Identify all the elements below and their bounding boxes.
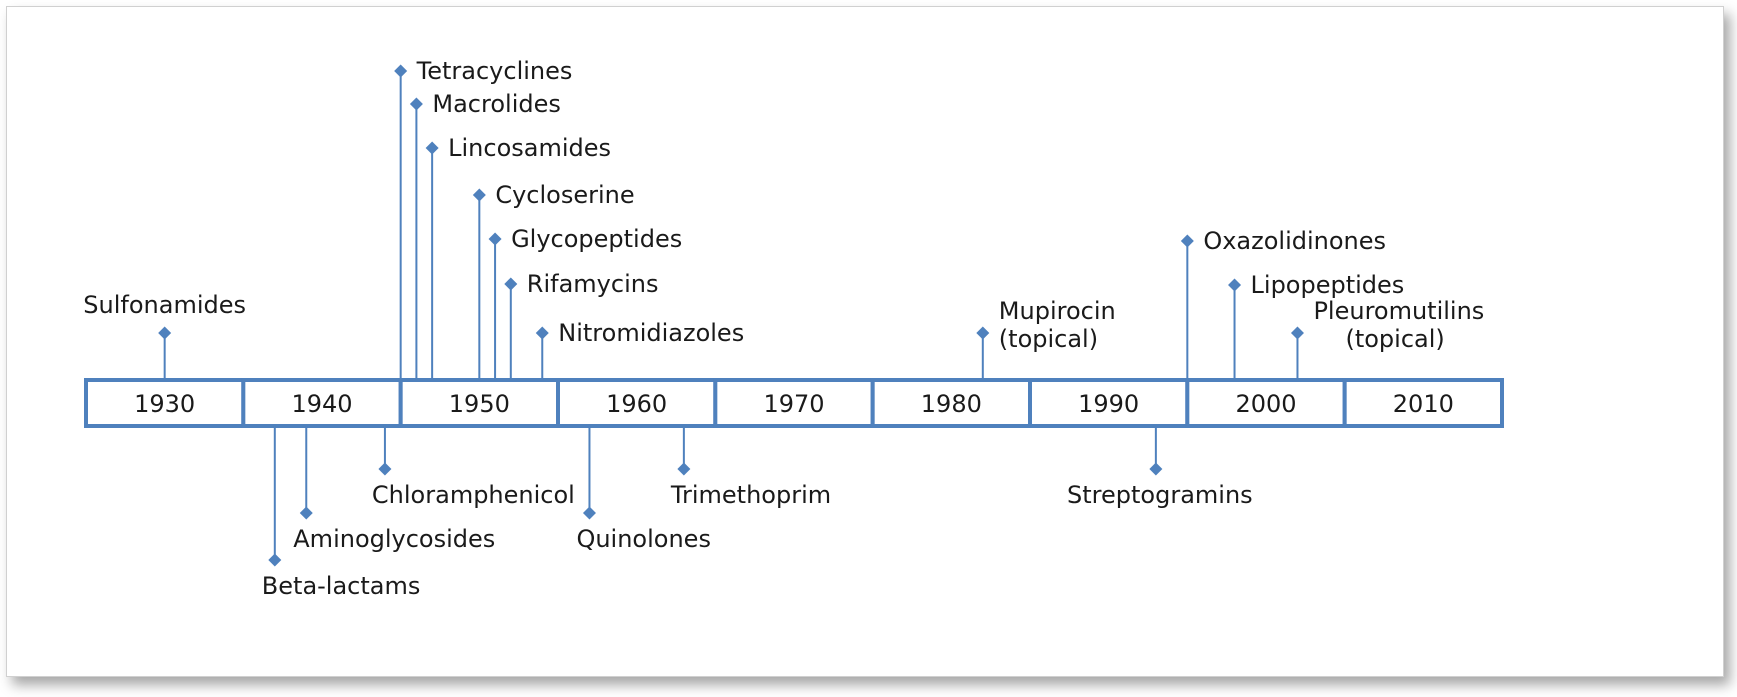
decade-label-1960: 1960 bbox=[606, 390, 667, 418]
decade-label-1940: 1940 bbox=[291, 390, 352, 418]
decade-box-2010 bbox=[1342, 378, 1504, 428]
decade-box-2000 bbox=[1185, 378, 1347, 428]
event-quinolones: Quinolones bbox=[576, 426, 711, 553]
event-label: Streptogramins bbox=[1067, 481, 1253, 509]
event-oxazolidinones: Oxazolidinones bbox=[1180, 227, 1386, 380]
diamond-marker-icon bbox=[1290, 326, 1304, 340]
event-macrolides: Macrolides bbox=[409, 90, 561, 380]
decade-label-1930: 1930 bbox=[134, 390, 195, 418]
decade-box-1940 bbox=[241, 378, 403, 428]
diamond-marker-icon bbox=[425, 141, 439, 155]
event-label: Aminoglycosides bbox=[293, 525, 495, 553]
event-label: Pleuromutilins bbox=[1313, 297, 1484, 325]
diamond-marker-icon bbox=[535, 326, 549, 340]
diamond-marker-icon bbox=[472, 188, 486, 202]
decade-label-1970: 1970 bbox=[763, 390, 824, 418]
event-label: Mupirocin bbox=[999, 297, 1116, 325]
event-lincosamides: Lincosamides bbox=[425, 134, 611, 380]
event-label: (topical) bbox=[1345, 325, 1444, 353]
event-nitromidiazoles: Nitromidiazoles bbox=[535, 319, 744, 380]
decade-bar: 1930 1940 1950 1960 1970 1980 1990 2000 2010 bbox=[84, 378, 1504, 428]
diamond-marker-icon bbox=[268, 553, 282, 567]
event-label: Lincosamides bbox=[448, 134, 611, 162]
diamond-marker-icon bbox=[488, 232, 502, 246]
diamond-marker-icon bbox=[1180, 234, 1194, 248]
diamond-marker-icon bbox=[378, 462, 392, 476]
antibiotic-timeline: 1930 1940 1950 1960 1970 1980 1990 2000 2010 Sul… bbox=[83, 57, 1504, 600]
decade-box-1930 bbox=[84, 378, 246, 428]
event-glycopeptides: Glycopeptides bbox=[488, 225, 682, 380]
decade-label-1990: 1990 bbox=[1078, 390, 1139, 418]
decade-label-2010: 2010 bbox=[1393, 390, 1454, 418]
event-lipopeptides: Lipopeptides bbox=[1228, 271, 1404, 380]
decade-label-2000: 2000 bbox=[1235, 390, 1296, 418]
diamond-marker-icon bbox=[677, 462, 691, 476]
event-mupirocin: Mupirocin(topical) bbox=[976, 297, 1116, 380]
event-beta-lactams: Beta-lactams bbox=[262, 426, 421, 600]
event-label: Beta-lactams bbox=[262, 572, 421, 600]
event-label: Oxazolidinones bbox=[1203, 227, 1386, 255]
diamond-marker-icon bbox=[409, 97, 423, 111]
event-aminoglycosides: Aminoglycosides bbox=[293, 426, 495, 553]
event-trimethoprim: Trimethoprim bbox=[670, 426, 831, 509]
event-sulfonamides: Sulfonamides bbox=[83, 291, 246, 380]
diamond-marker-icon bbox=[394, 64, 408, 78]
event-label: Chloramphenicol bbox=[372, 481, 575, 509]
event-tetracyclines: Tetracyclines bbox=[394, 57, 572, 380]
diamond-marker-icon bbox=[582, 506, 596, 520]
decade-label-1950: 1950 bbox=[449, 390, 510, 418]
diamond-marker-icon bbox=[158, 326, 172, 340]
event-markers: Sulfonamides Tetracyclines Macrolides Linco… bbox=[83, 57, 1484, 600]
diamond-marker-icon bbox=[1149, 462, 1163, 476]
diamond-marker-icon bbox=[1228, 278, 1242, 292]
decade-label-1980: 1980 bbox=[921, 390, 982, 418]
event-streptogramins: Streptogramins bbox=[1067, 426, 1253, 509]
event-label: Glycopeptides bbox=[511, 225, 682, 253]
event-label: Sulfonamides bbox=[83, 291, 246, 319]
event-label: Macrolides bbox=[432, 90, 560, 118]
event-label: Trimethoprim bbox=[670, 481, 831, 509]
diamond-marker-icon bbox=[299, 506, 313, 520]
event-label: Quinolones bbox=[576, 525, 711, 553]
event-label: Cycloserine bbox=[495, 181, 634, 209]
event-label: Rifamycins bbox=[527, 270, 659, 298]
event-cycloserine: Cycloserine bbox=[472, 181, 635, 380]
event-label: Lipopeptides bbox=[1251, 271, 1405, 299]
timeline-frame: 1930 1940 1950 1960 1970 1980 1990 2000 2010 Sul… bbox=[6, 6, 1724, 677]
event-pleuromutilins: Pleuromutilins(topical) bbox=[1290, 297, 1484, 380]
decade-box-1990 bbox=[1028, 378, 1190, 428]
event-label: Tetracyclines bbox=[416, 57, 573, 85]
event-label: Nitromidiazoles bbox=[558, 319, 744, 347]
event-label: (topical) bbox=[999, 325, 1098, 353]
diamond-marker-icon bbox=[976, 326, 990, 340]
event-rifamycins: Rifamycins bbox=[504, 270, 658, 380]
event-chloramphenicol: Chloramphenicol bbox=[372, 426, 575, 509]
diamond-marker-icon bbox=[504, 277, 518, 291]
decade-box-1970 bbox=[713, 378, 875, 428]
